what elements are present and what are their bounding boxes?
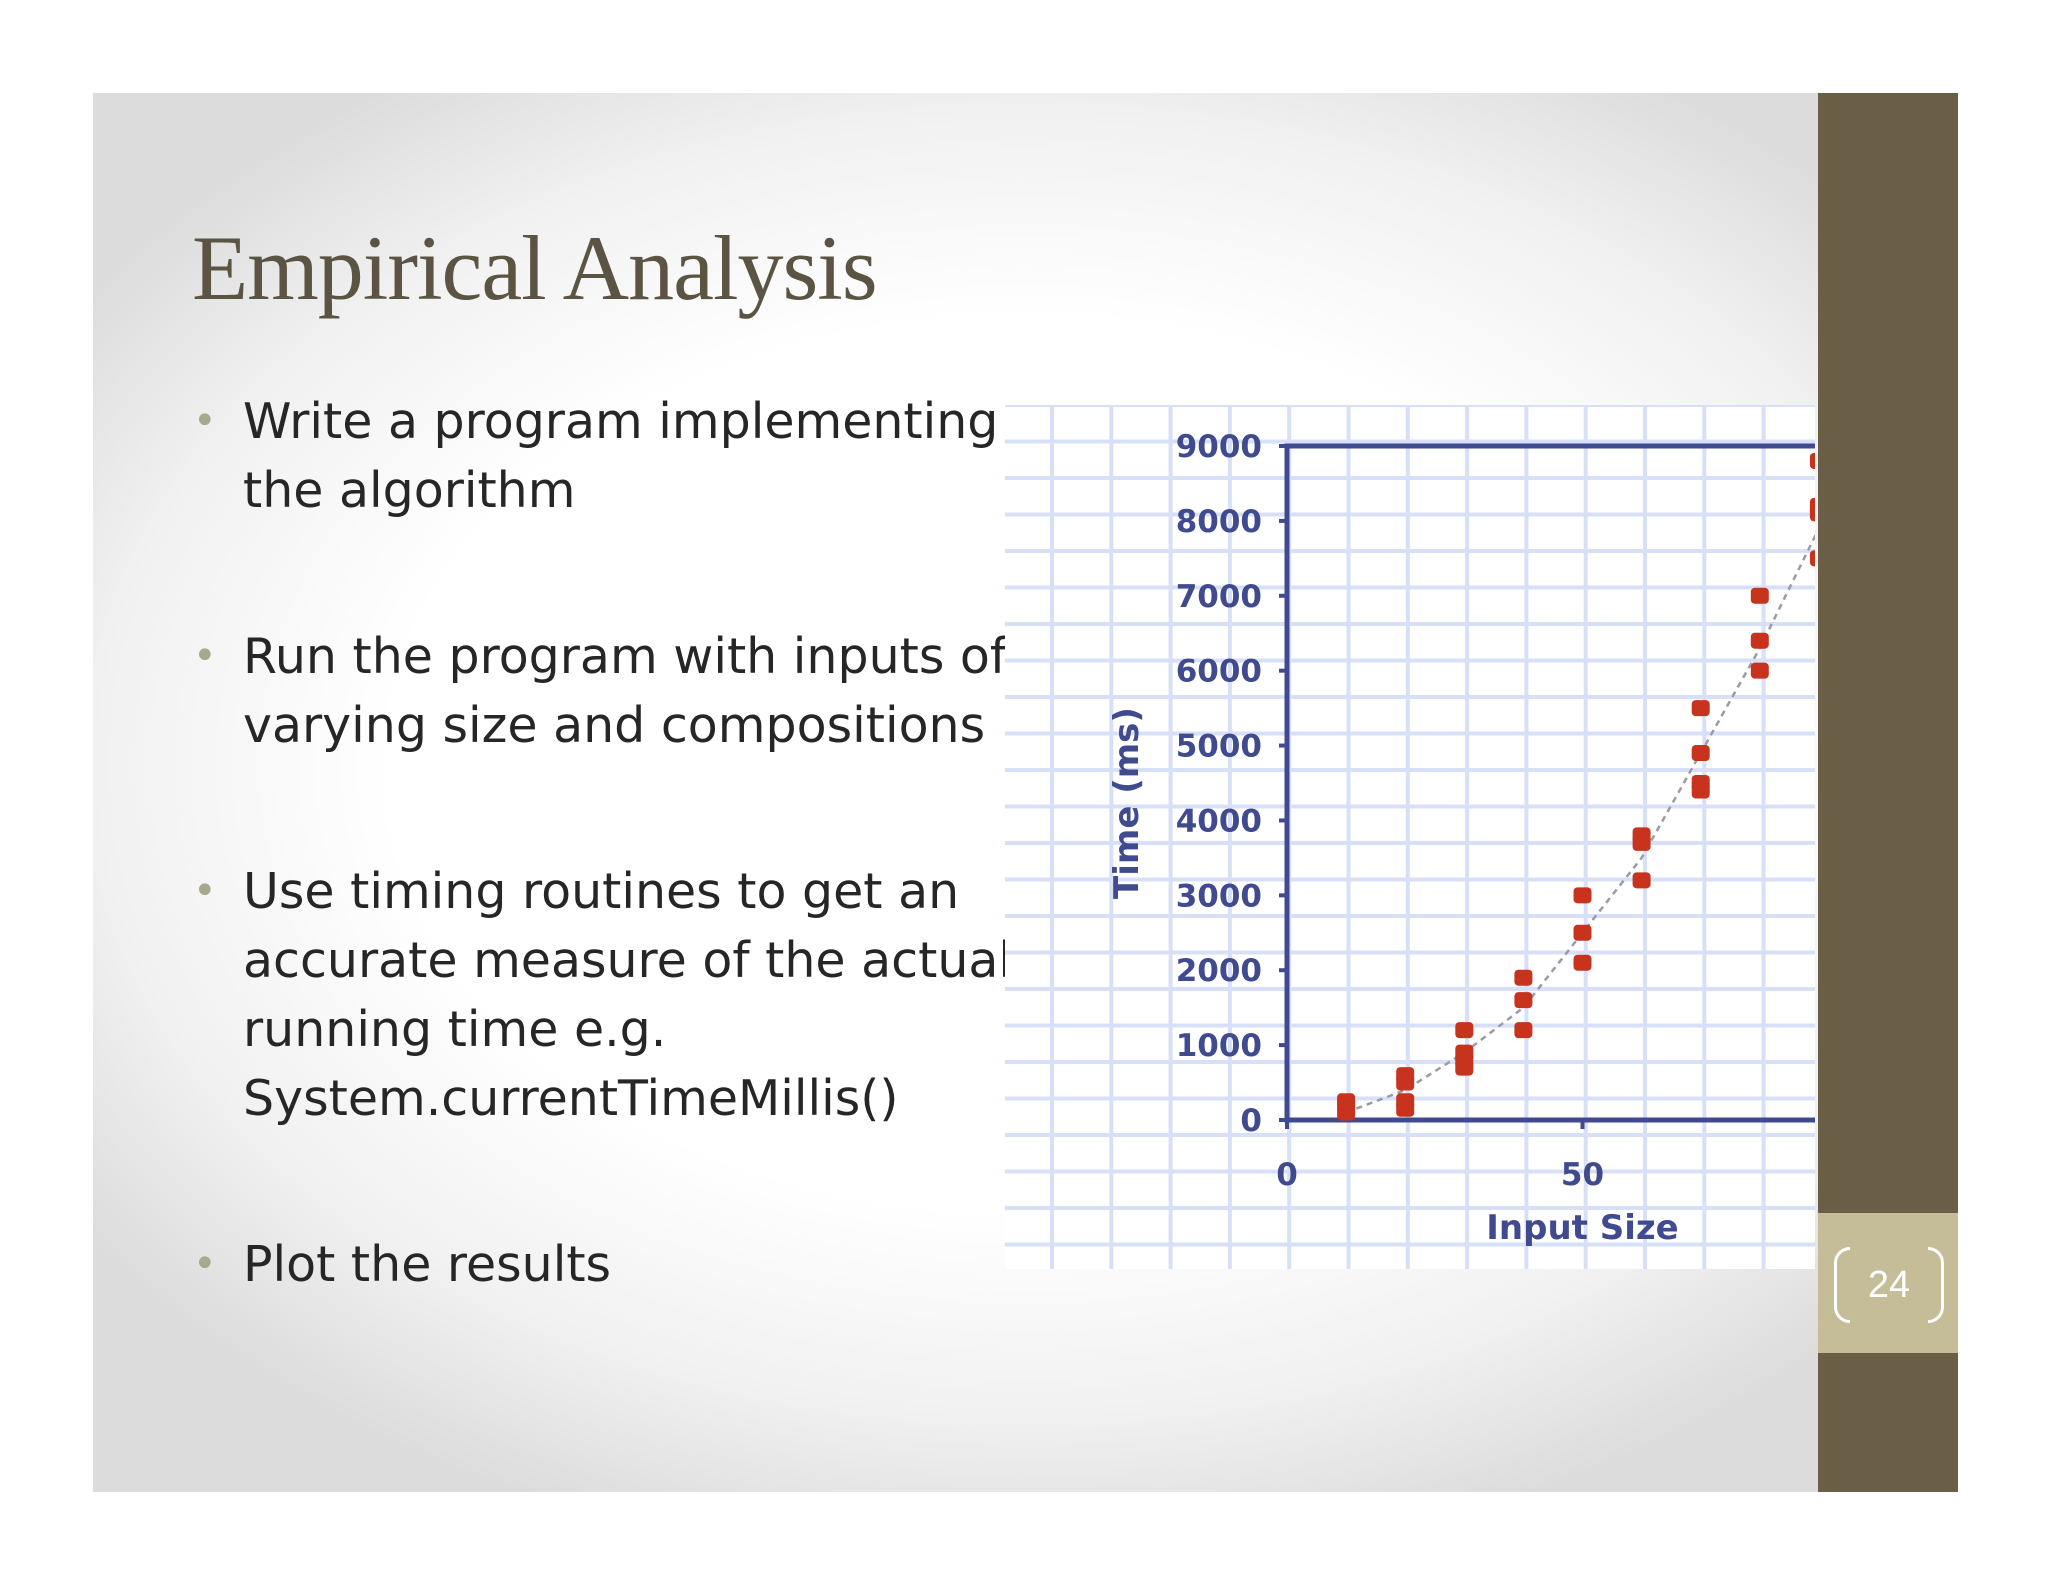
y-tick-label: 0 xyxy=(1240,1103,1262,1139)
data-points xyxy=(1337,452,1815,1121)
y-axis-title: Time (ms) xyxy=(1107,707,1147,899)
y-tick-label: 2000 xyxy=(1176,953,1262,989)
y-tick-label: 9000 xyxy=(1176,429,1262,465)
plot-frame xyxy=(1284,443,1815,1123)
data-point xyxy=(1809,550,1815,567)
slide-title: Empirical Analysis xyxy=(192,217,878,319)
bullet-item: • Use timing routines to get an accurate… xyxy=(193,857,1093,1133)
x-tick-label: 0 xyxy=(1276,1157,1298,1193)
bullet-item: • Write a program implementing the algor… xyxy=(193,387,1093,525)
data-point xyxy=(1809,452,1815,469)
data-point xyxy=(1632,827,1651,844)
y-tick-label: 6000 xyxy=(1176,654,1262,690)
y-tick-label: 1000 xyxy=(1176,1028,1262,1064)
data-point xyxy=(1691,745,1710,762)
data-point xyxy=(1396,1093,1415,1110)
chart-labels: 0 1000 2000 3000 4000 5000 6000 7000 8000 9000 0 50… xyxy=(1107,429,1679,1248)
bullet-dot-icon: • xyxy=(193,1241,217,1287)
bullet-item: • Plot the results xyxy=(193,1230,1093,1299)
chart-container: 0 1000 2000 3000 4000 5000 6000 7000 8000 9000 0 50… xyxy=(1005,405,1815,1269)
bullet-dot-icon: • xyxy=(193,868,217,914)
y-tick-label: 3000 xyxy=(1176,878,1262,914)
page-bracket-icon xyxy=(1834,1246,1944,1324)
data-point xyxy=(1455,1044,1474,1061)
slide: Empirical Analysis • Write a program imp… xyxy=(93,93,1958,1492)
data-point xyxy=(1809,497,1815,514)
data-point xyxy=(1396,1067,1415,1084)
bullet-item: • Run the program with inputs of varying… xyxy=(193,622,1093,760)
bullet-dot-icon: • xyxy=(193,633,217,679)
data-point xyxy=(1455,1022,1474,1039)
bullet-dot-icon: • xyxy=(193,398,217,444)
data-point xyxy=(1514,969,1533,986)
data-point xyxy=(1514,992,1533,1009)
chart-axes xyxy=(1279,443,1815,1129)
data-point xyxy=(1573,924,1592,941)
scatter-chart: 0 1000 2000 3000 4000 5000 6000 7000 8000 9000 0 50… xyxy=(1005,405,1815,1269)
y-tick-label: 4000 xyxy=(1176,803,1262,839)
accent-sidebar: 24 xyxy=(1818,93,1958,1492)
data-point xyxy=(1337,1093,1356,1110)
page-number: 24 xyxy=(1867,1264,1911,1306)
data-point xyxy=(1573,954,1592,971)
data-point xyxy=(1632,872,1651,889)
data-point xyxy=(1750,587,1769,604)
bullet-text: Write a program implementing the algorit… xyxy=(243,393,999,519)
bullet-text: Use timing routines to get an accurate m… xyxy=(243,863,1013,1127)
data-point xyxy=(1691,775,1710,791)
page-number-tab: 24 xyxy=(1818,1213,1958,1353)
data-point xyxy=(1750,662,1769,679)
x-axis-title: Input Size xyxy=(1486,1208,1678,1248)
data-point xyxy=(1750,632,1769,649)
bullet-text: Plot the results xyxy=(243,1236,612,1293)
data-point xyxy=(1691,700,1710,717)
bullet-text: Run the program with inputs of varying s… xyxy=(243,628,1008,754)
data-point xyxy=(1514,1022,1533,1039)
y-tick-label: 7000 xyxy=(1176,579,1262,615)
x-tick-label: 50 xyxy=(1561,1157,1604,1193)
y-tick-label: 8000 xyxy=(1176,504,1262,540)
y-tick-label: 5000 xyxy=(1176,729,1262,765)
data-point xyxy=(1573,887,1592,904)
